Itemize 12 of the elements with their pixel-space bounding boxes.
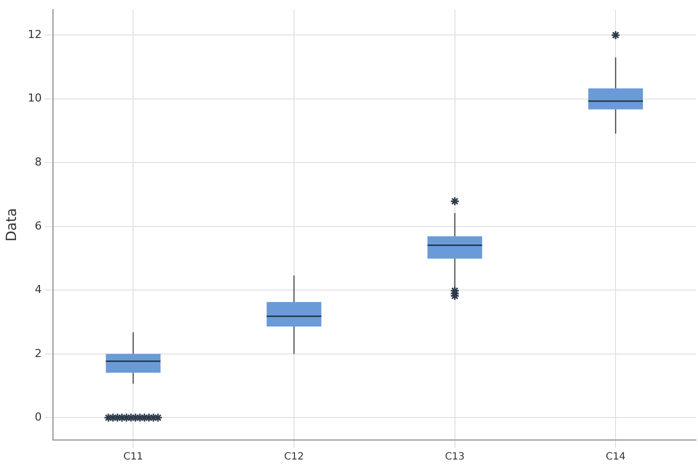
x-tick-label: C11	[123, 452, 144, 463]
y-tick-label: 4	[34, 283, 42, 296]
y-tick-label: 6	[34, 219, 42, 232]
y-tick-label: 2	[34, 346, 42, 360]
y-tick-label: 0	[34, 410, 42, 424]
y-tick-label: 10	[28, 92, 42, 105]
x-tick-label: C13	[444, 452, 465, 463]
y-tick-label: 8	[34, 155, 42, 168]
y-axis-title: Data	[4, 208, 20, 242]
x-tick-label: C12	[284, 452, 304, 463]
x-tick-label: C14	[606, 452, 626, 463]
y-tick-label: 12	[28, 28, 42, 41]
